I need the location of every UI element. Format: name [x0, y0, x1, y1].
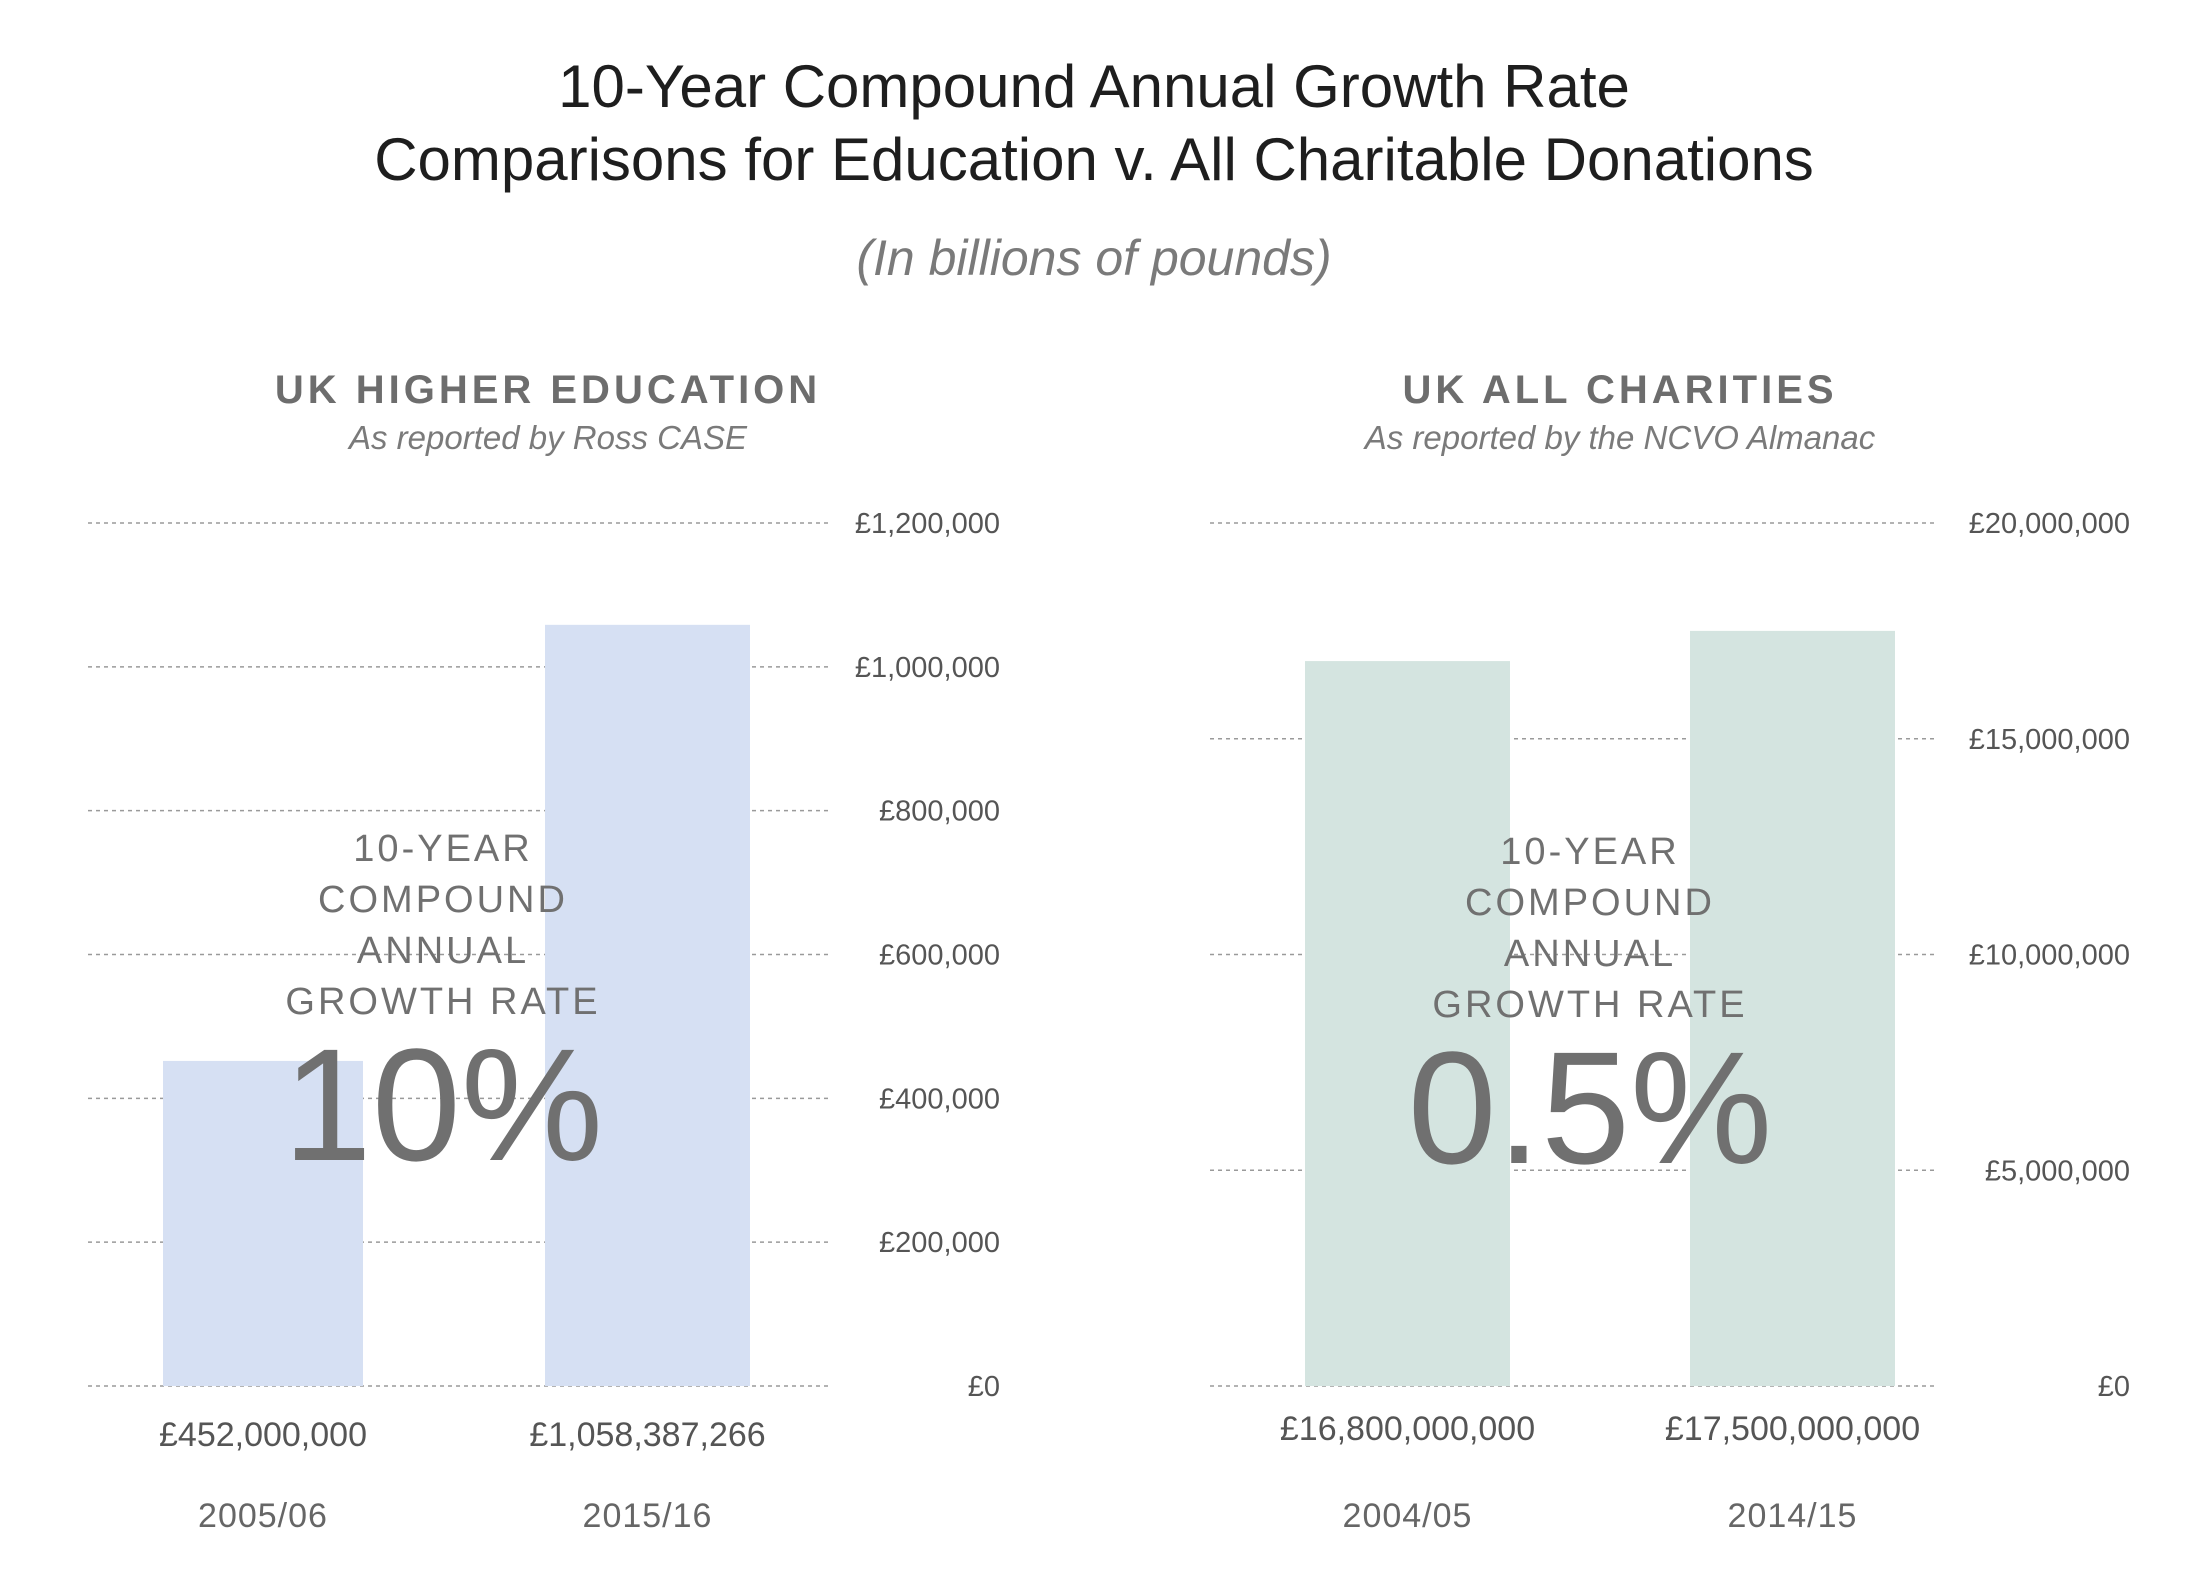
y-tick-label: £0 — [968, 1371, 1000, 1403]
cagr-label-line: ANNUAL — [1504, 933, 1676, 975]
y-tick-label: £1,000,000 — [855, 652, 1000, 684]
labels: £0 £5,000,000 £10,000,000 £15,000,000 £20,00… — [1280, 508, 2130, 1535]
x-category-label: 2014/15 — [1728, 1497, 1858, 1535]
cagr-label-line: ANNUAL — [357, 930, 529, 972]
cagr-label-line: 10-YEAR — [353, 828, 532, 870]
cagr-value: 10% — [283, 1015, 603, 1194]
x-category-label: 2004/05 — [1343, 1497, 1473, 1535]
chart-title-line-2: Comparisons for Education v. All Charita… — [374, 126, 1814, 193]
panel-uk-all-charities: UK ALL CHARITIES As reported by the NCVO… — [1210, 368, 2130, 1535]
y-tick-label: £800,000 — [879, 796, 1000, 828]
cagr-label-line: GROWTH RATE — [285, 981, 600, 1023]
y-tick-label: £1,200,000 — [855, 508, 1000, 540]
labels: £0 £200,000 £400,000 £600,000 £800,000 £1,000… — [159, 508, 1000, 1535]
y-tick-label: £15,000,000 — [1969, 724, 2130, 756]
cagr-value: 0.5% — [1408, 1018, 1773, 1197]
bar-2014-15 — [1690, 630, 1895, 1386]
y-tick-label: £600,000 — [879, 940, 1000, 972]
panel-title: UK HIGHER EDUCATION — [275, 368, 821, 412]
bar-2005-06 — [163, 1060, 363, 1386]
x-category-label: 2005/06 — [198, 1497, 328, 1535]
panel-subtitle: As reported by Ross CASE — [347, 419, 748, 456]
chart-title-line-1: 10-Year Compound Annual Growth Rate — [558, 53, 1630, 120]
cagr-label-line: COMPOUND — [318, 879, 568, 921]
cagr-label-line: GROWTH RATE — [1432, 984, 1747, 1026]
cagr-label-line: 10-YEAR — [1500, 831, 1679, 873]
bar-value-label: £16,800,000,000 — [1280, 1410, 1535, 1448]
bars — [1305, 630, 1895, 1386]
y-tick-label: £20,000,000 — [1969, 508, 2130, 540]
panel-title: UK ALL CHARITIES — [1402, 368, 1837, 412]
y-tick-label: £0 — [2098, 1371, 2130, 1403]
bar-2015-16 — [545, 624, 750, 1386]
bar-value-label: £17,500,000,000 — [1665, 1410, 1920, 1448]
cagr-label-line: COMPOUND — [1465, 882, 1715, 924]
y-tick-label: £5,000,000 — [1985, 1155, 2130, 1187]
panel-uk-higher-education: UK HIGHER EDUCATION As reported by Ross … — [88, 368, 1000, 1535]
bar-2004-05 — [1305, 661, 1510, 1386]
chart-subtitle: (In billions of pounds) — [856, 230, 1331, 286]
y-tick-label: £400,000 — [879, 1083, 1000, 1115]
bar-value-label: £1,058,387,266 — [529, 1416, 765, 1454]
y-tick-label: £10,000,000 — [1969, 940, 2130, 972]
bars — [163, 624, 750, 1386]
y-tick-label: £200,000 — [879, 1227, 1000, 1259]
panel-subtitle: As reported by the NCVO Almanac — [1363, 419, 1876, 456]
x-category-label: 2015/16 — [583, 1497, 713, 1535]
bar-value-label: £452,000,000 — [159, 1416, 367, 1454]
